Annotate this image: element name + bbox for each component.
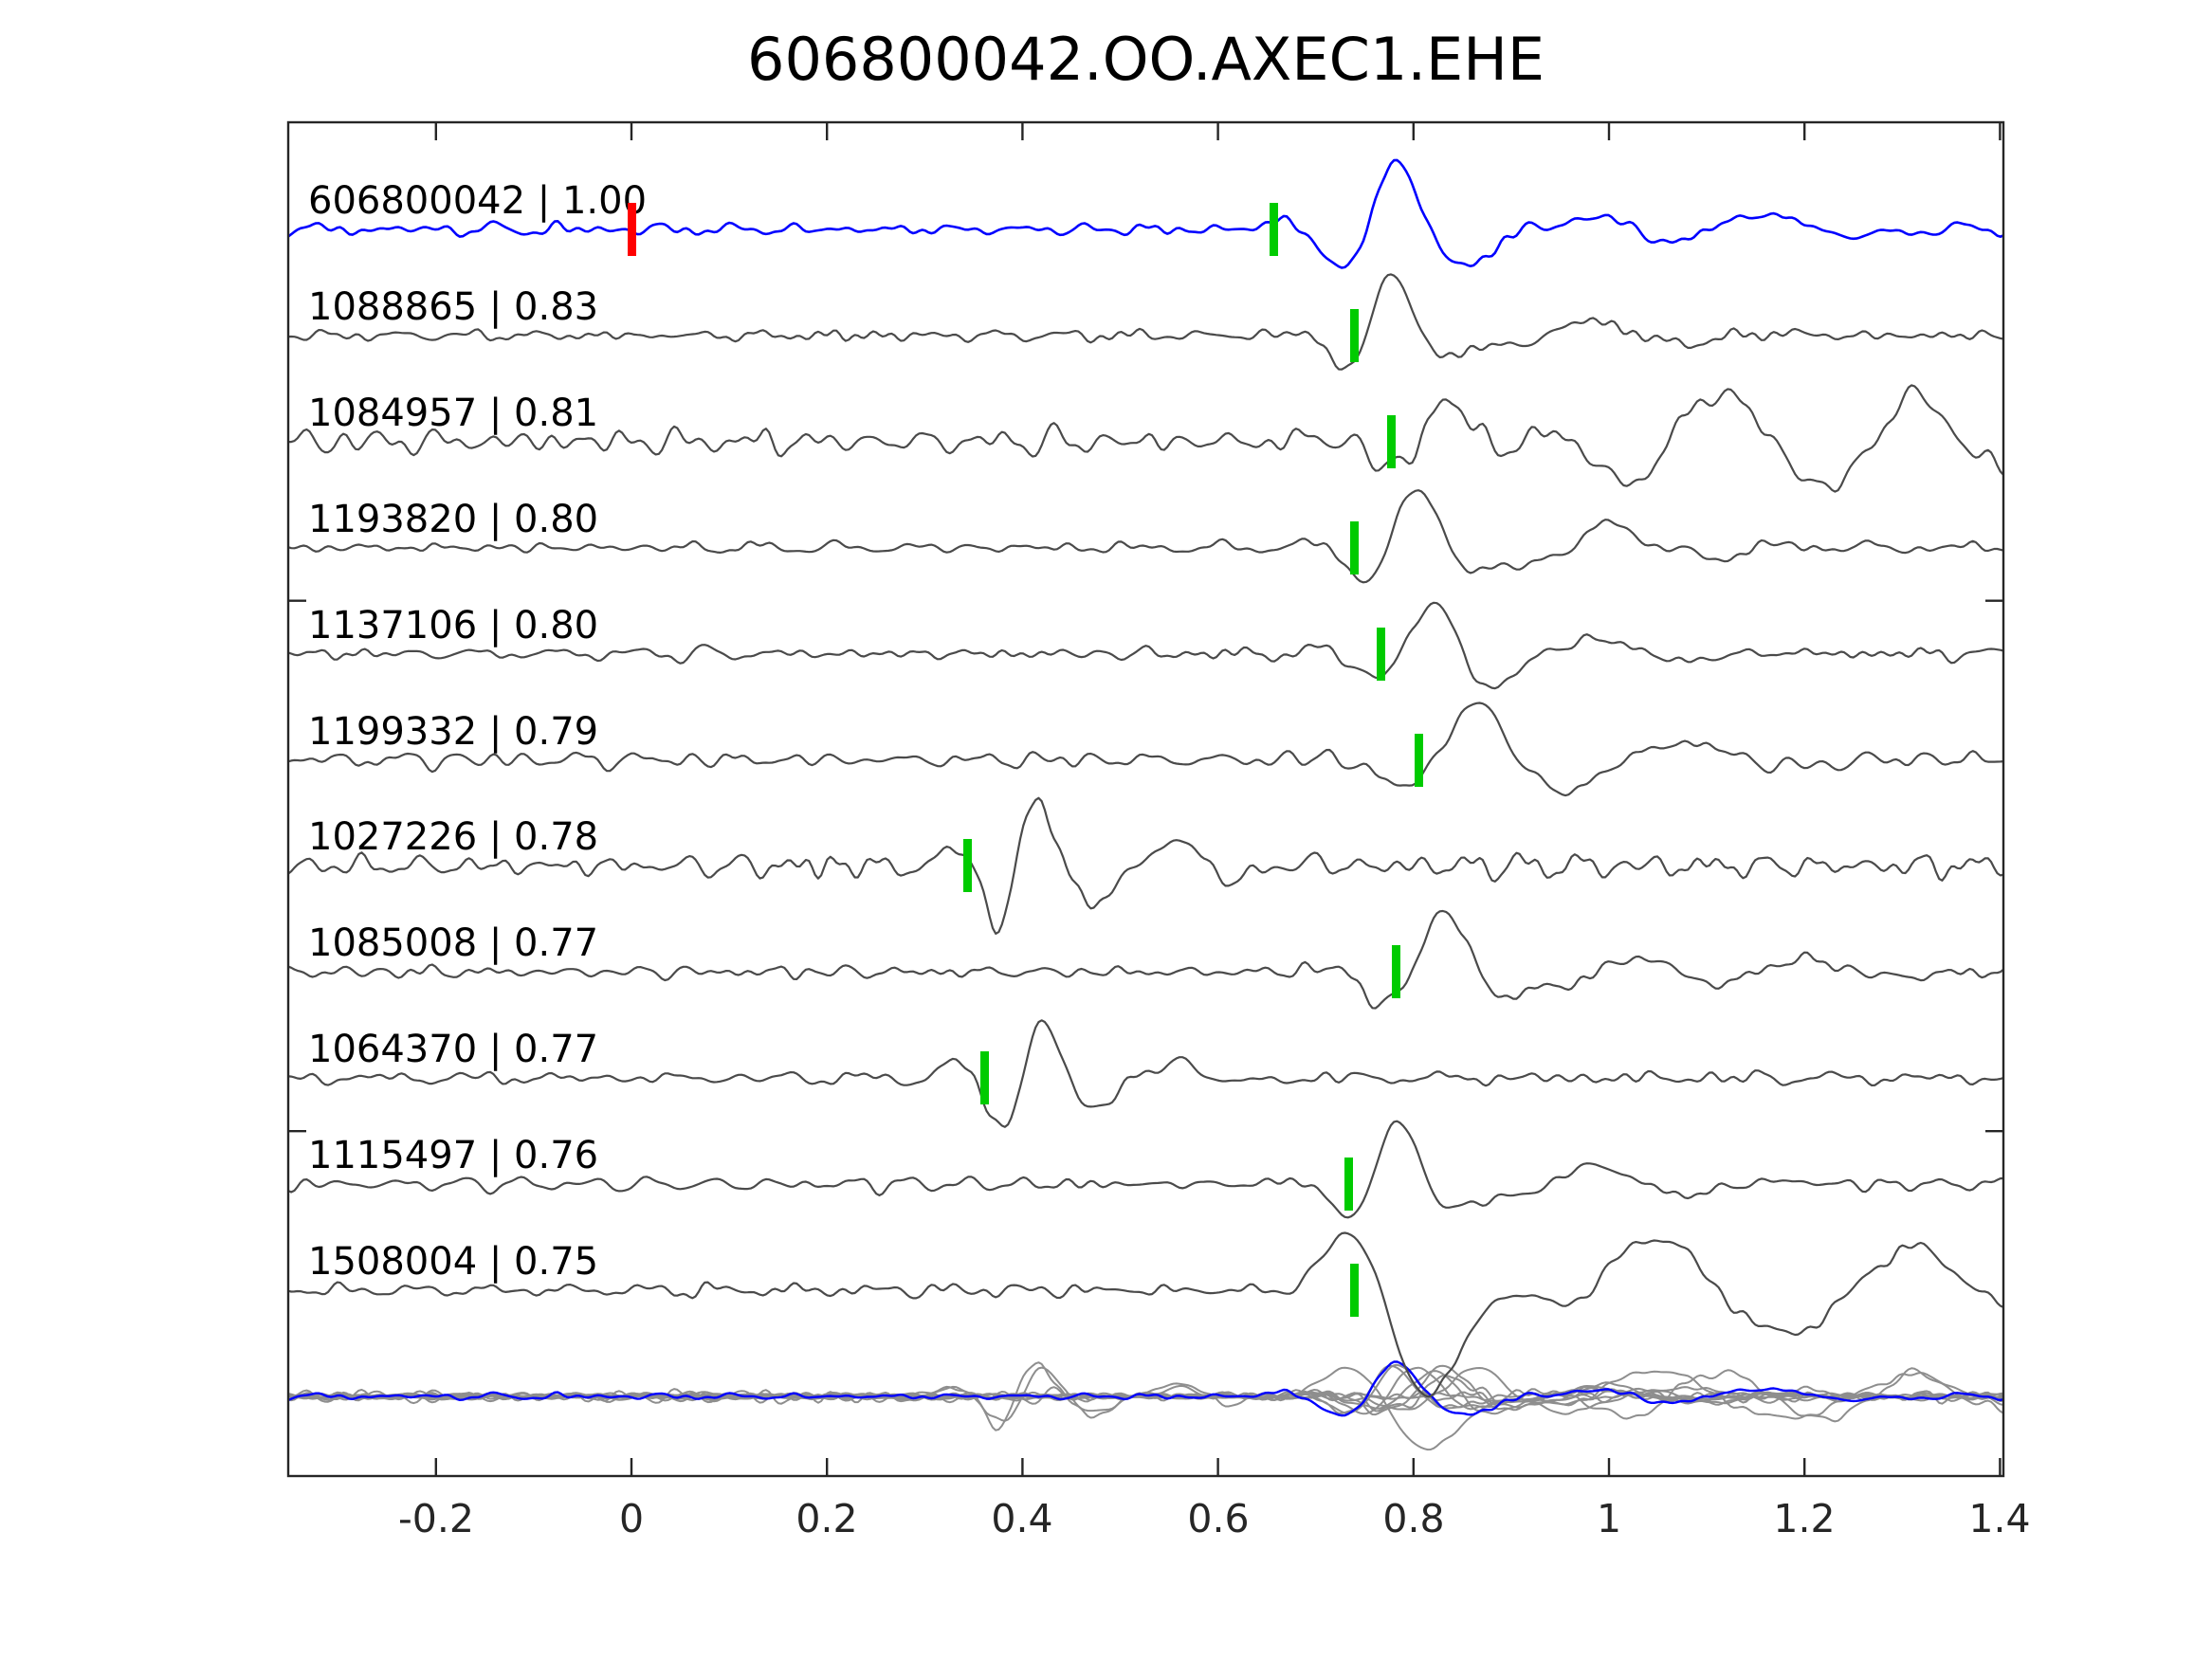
match-trace [289,273,2002,371]
match-trace [289,384,2002,493]
match-trace [289,489,2002,584]
template-trace [289,158,2002,269]
waveforms-group [289,158,2002,1451]
match-trace [289,909,2002,1010]
match-trace [289,702,2002,797]
match-trace [289,601,2002,690]
match-trace [289,1019,2002,1128]
plot-title: 606800042.OO.AXEC1.EHE [747,25,1545,94]
plot-border [286,120,2005,1478]
match-trace [289,1120,2002,1219]
axes-group [286,120,2005,1478]
match-trace [289,796,2002,935]
match-trace [289,1231,2002,1398]
overlay-trace [289,1366,2002,1451]
overlay-template-trace [289,1360,2002,1417]
overlay-trace [289,1363,2002,1414]
